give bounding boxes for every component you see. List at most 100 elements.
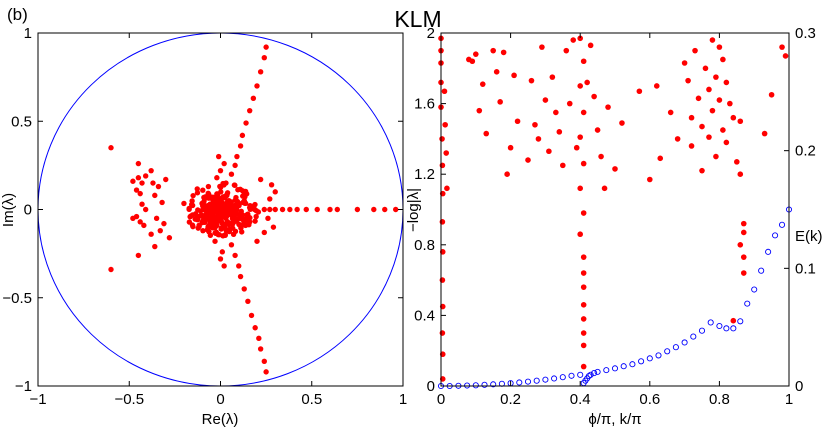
neglog-lambda-point <box>507 144 514 151</box>
right-xtick-label: 0.2 <box>500 391 521 408</box>
neglog-lambda-point <box>740 220 747 227</box>
eigenvalue-point <box>254 238 260 244</box>
eigenvalue-point <box>157 227 163 234</box>
cluster-point <box>224 200 230 206</box>
energy-point <box>611 365 619 372</box>
cluster-point <box>214 191 220 197</box>
eigenvalue-point <box>294 206 300 213</box>
right-xtick-label: 0.8 <box>709 391 730 408</box>
energy-point <box>591 370 598 377</box>
panel-label: (b) <box>7 5 28 24</box>
eigenvalue-point <box>214 175 220 181</box>
cluster-point <box>194 190 201 196</box>
neglog-lambda-point <box>653 83 660 89</box>
neglog-lambda-point <box>681 60 688 66</box>
eigenvalue-point <box>254 83 260 89</box>
right-ytick-label: 2 <box>427 25 435 42</box>
neglog-lambda-point <box>580 58 587 65</box>
eigenvalue-point <box>257 346 264 352</box>
neglog-lambda-point <box>563 47 570 54</box>
eigenvalue-point <box>137 190 143 197</box>
energy-point <box>533 377 540 384</box>
left-xtick-label: 0.5 <box>301 391 322 408</box>
energy-point <box>559 374 566 381</box>
cluster-point <box>252 201 258 208</box>
neglog-lambda-point <box>727 100 733 107</box>
energy-point <box>568 372 575 379</box>
right-ytick-label: 1.2 <box>414 166 435 183</box>
neglog-lambda-point <box>483 130 490 137</box>
eigenvalue-point <box>241 286 247 292</box>
neglog-lambda-point <box>500 49 507 56</box>
left-ytick-label: 0.5 <box>11 113 32 130</box>
eigenvalue-point <box>232 162 238 169</box>
neglog-lambda-point <box>768 91 775 98</box>
neglog-lambda-point <box>577 35 583 42</box>
cluster-point <box>241 189 247 195</box>
neglog-lambda-point <box>584 79 590 86</box>
eigenvalue-point <box>261 55 267 61</box>
eigenvalue-point <box>221 160 227 167</box>
neglog-lambda-point <box>685 77 691 84</box>
left-ytick-label: −0.5 <box>2 290 32 307</box>
eigenvalue-point <box>163 176 169 183</box>
eigenvalue-point <box>256 335 262 342</box>
cluster-point <box>223 221 229 227</box>
neglog-lambda-point <box>532 121 538 128</box>
eigenvalue-point <box>270 224 277 230</box>
neglog-lambda-point <box>720 56 726 63</box>
eigenvalue-point <box>215 153 222 160</box>
neglog-lambda-point <box>598 153 604 160</box>
eigenvalue-point <box>135 160 142 167</box>
eigenvalue-point <box>237 143 244 149</box>
neglog-lambda-point <box>591 93 597 100</box>
eigenvalue-plane-panel: −1 −0.5 0 0.5 1 −1 −0.5 0 0.5 1 Re(λ) Im(λ) <box>0 25 407 428</box>
energy-point <box>778 221 786 228</box>
eigenvalue-point <box>217 167 224 174</box>
neglog-lambda-point <box>674 136 681 142</box>
energy-point <box>758 267 765 274</box>
neglog-lambda-point <box>580 210 587 216</box>
neglog-lambda-point <box>734 159 740 165</box>
neglog-lambda-point <box>577 231 583 238</box>
energy-point <box>737 318 744 325</box>
cluster-point <box>242 200 248 206</box>
left-xtick-label: −0.5 <box>114 391 144 408</box>
cluster-point <box>234 204 240 210</box>
left-xtick-label: 0 <box>216 391 224 408</box>
neglog-lambda-point <box>493 69 500 75</box>
right-y2label: E(k) <box>795 228 823 245</box>
energy-point <box>690 333 697 340</box>
eigenvalue-point <box>130 178 136 184</box>
cluster-point <box>227 226 233 232</box>
cluster-point <box>229 221 236 227</box>
neglog-lambda-point <box>730 114 737 121</box>
neglog-lambda-point <box>580 284 587 290</box>
neglog-lambda-point <box>740 254 747 260</box>
eigenvalue-point <box>382 206 388 213</box>
cluster-point <box>230 231 237 238</box>
right-xtick-label: 1 <box>785 391 793 408</box>
eigenvalue-point <box>212 238 218 244</box>
energy-point <box>577 371 584 378</box>
cluster-point <box>186 205 192 212</box>
eigenvalue-point <box>303 206 309 213</box>
neglog-lambda-point <box>439 330 446 336</box>
neglog-lambda-point <box>525 157 531 163</box>
eigenvalue-point <box>228 171 235 177</box>
eigenvalue-point <box>108 266 114 273</box>
cluster-point <box>247 219 253 225</box>
cluster-point <box>194 186 200 192</box>
eigenvalue-point <box>257 176 264 183</box>
cluster-point <box>232 197 238 203</box>
cluster-point <box>238 225 244 231</box>
energy-point <box>751 286 758 293</box>
neglog-lambda-point <box>580 254 587 260</box>
neglog-lambda-point <box>580 109 587 116</box>
energy-point <box>772 232 779 239</box>
neglog-lambda-point <box>580 270 587 276</box>
left-xtick-label: 1 <box>399 391 407 408</box>
neglog-lambda-point <box>577 134 583 140</box>
neglog-lambda-point <box>443 150 450 156</box>
neglog-lambda-point <box>692 47 698 54</box>
